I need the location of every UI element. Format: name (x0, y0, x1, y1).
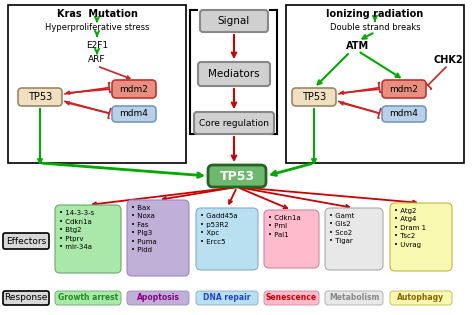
FancyBboxPatch shape (127, 291, 189, 305)
Text: Autophagy: Autophagy (397, 294, 445, 302)
Text: Double strand breaks: Double strand breaks (330, 22, 420, 32)
Text: • 14-3-3-s
• Cdkn1a
• Btg2
• Ptprv
• mir-34a: • 14-3-3-s • Cdkn1a • Btg2 • Ptprv • mir… (59, 210, 94, 250)
Text: Senescence: Senescence (266, 294, 317, 302)
Text: • Bax
• Noxa
• Fas
• Plg3
• Puma
• Pidd: • Bax • Noxa • Fas • Plg3 • Puma • Pidd (131, 205, 157, 254)
Text: TP53: TP53 (219, 169, 255, 182)
Text: Kras  Mutation: Kras Mutation (56, 9, 137, 19)
Text: Apoptosis: Apoptosis (137, 294, 180, 302)
FancyBboxPatch shape (264, 291, 319, 305)
FancyBboxPatch shape (112, 106, 156, 122)
Text: mdm4: mdm4 (119, 110, 148, 118)
FancyBboxPatch shape (196, 208, 258, 270)
FancyBboxPatch shape (112, 80, 156, 98)
FancyBboxPatch shape (198, 62, 270, 86)
Bar (286, 5, 464, 163)
FancyBboxPatch shape (325, 208, 383, 270)
Text: Effectors: Effectors (6, 237, 46, 245)
Text: Metabolism: Metabolism (329, 294, 379, 302)
FancyBboxPatch shape (196, 291, 258, 305)
Text: mdm4: mdm4 (390, 110, 419, 118)
Text: E2F1: E2F1 (86, 41, 108, 49)
Text: • Gadd45a
• p53R2
• Xpc
• Ercc5: • Gadd45a • p53R2 • Xpc • Ercc5 (200, 213, 237, 244)
Text: Core regulation: Core regulation (199, 118, 269, 128)
Text: Hyperproliferative stress: Hyperproliferative stress (45, 24, 149, 32)
FancyBboxPatch shape (127, 200, 189, 276)
Text: • Cdkn1a
• Pml
• Pai1: • Cdkn1a • Pml • Pai1 (268, 215, 301, 238)
FancyBboxPatch shape (382, 80, 426, 98)
Text: Response: Response (4, 294, 48, 302)
FancyBboxPatch shape (390, 203, 452, 271)
Bar (8, 5, 186, 163)
Text: mdm2: mdm2 (390, 84, 419, 94)
Text: CHK2: CHK2 (433, 55, 463, 65)
FancyBboxPatch shape (194, 112, 274, 134)
FancyBboxPatch shape (55, 291, 121, 305)
Text: • Atg2
• Atg4
• Dram 1
• Tsc2
• Uvrag: • Atg2 • Atg4 • Dram 1 • Tsc2 • Uvrag (394, 208, 426, 248)
Text: TP53: TP53 (302, 92, 326, 102)
Text: ATM: ATM (346, 41, 370, 51)
Text: Mediators: Mediators (208, 69, 260, 79)
FancyBboxPatch shape (325, 291, 383, 305)
Text: mdm2: mdm2 (119, 84, 148, 94)
FancyBboxPatch shape (3, 291, 49, 305)
Text: Growth arrest: Growth arrest (58, 294, 118, 302)
Text: • Gamt
• Gls2
• Sco2
• Tigar: • Gamt • Gls2 • Sco2 • Tigar (329, 213, 355, 244)
FancyBboxPatch shape (3, 233, 49, 249)
FancyBboxPatch shape (18, 88, 62, 106)
Text: Ionizing radiation: Ionizing radiation (327, 9, 424, 19)
Text: Signal: Signal (218, 16, 250, 26)
Text: DNA repair: DNA repair (203, 294, 251, 302)
FancyBboxPatch shape (208, 165, 266, 187)
FancyBboxPatch shape (200, 10, 268, 32)
Text: ARF: ARF (88, 55, 106, 65)
FancyBboxPatch shape (390, 291, 452, 305)
FancyBboxPatch shape (292, 88, 336, 106)
FancyBboxPatch shape (382, 106, 426, 122)
Text: TP53: TP53 (28, 92, 52, 102)
FancyBboxPatch shape (264, 210, 319, 268)
FancyBboxPatch shape (55, 205, 121, 273)
